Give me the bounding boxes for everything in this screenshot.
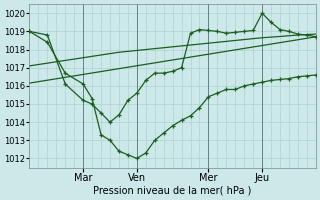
X-axis label: Pression niveau de la mer( hPa ): Pression niveau de la mer( hPa ) <box>93 186 252 196</box>
